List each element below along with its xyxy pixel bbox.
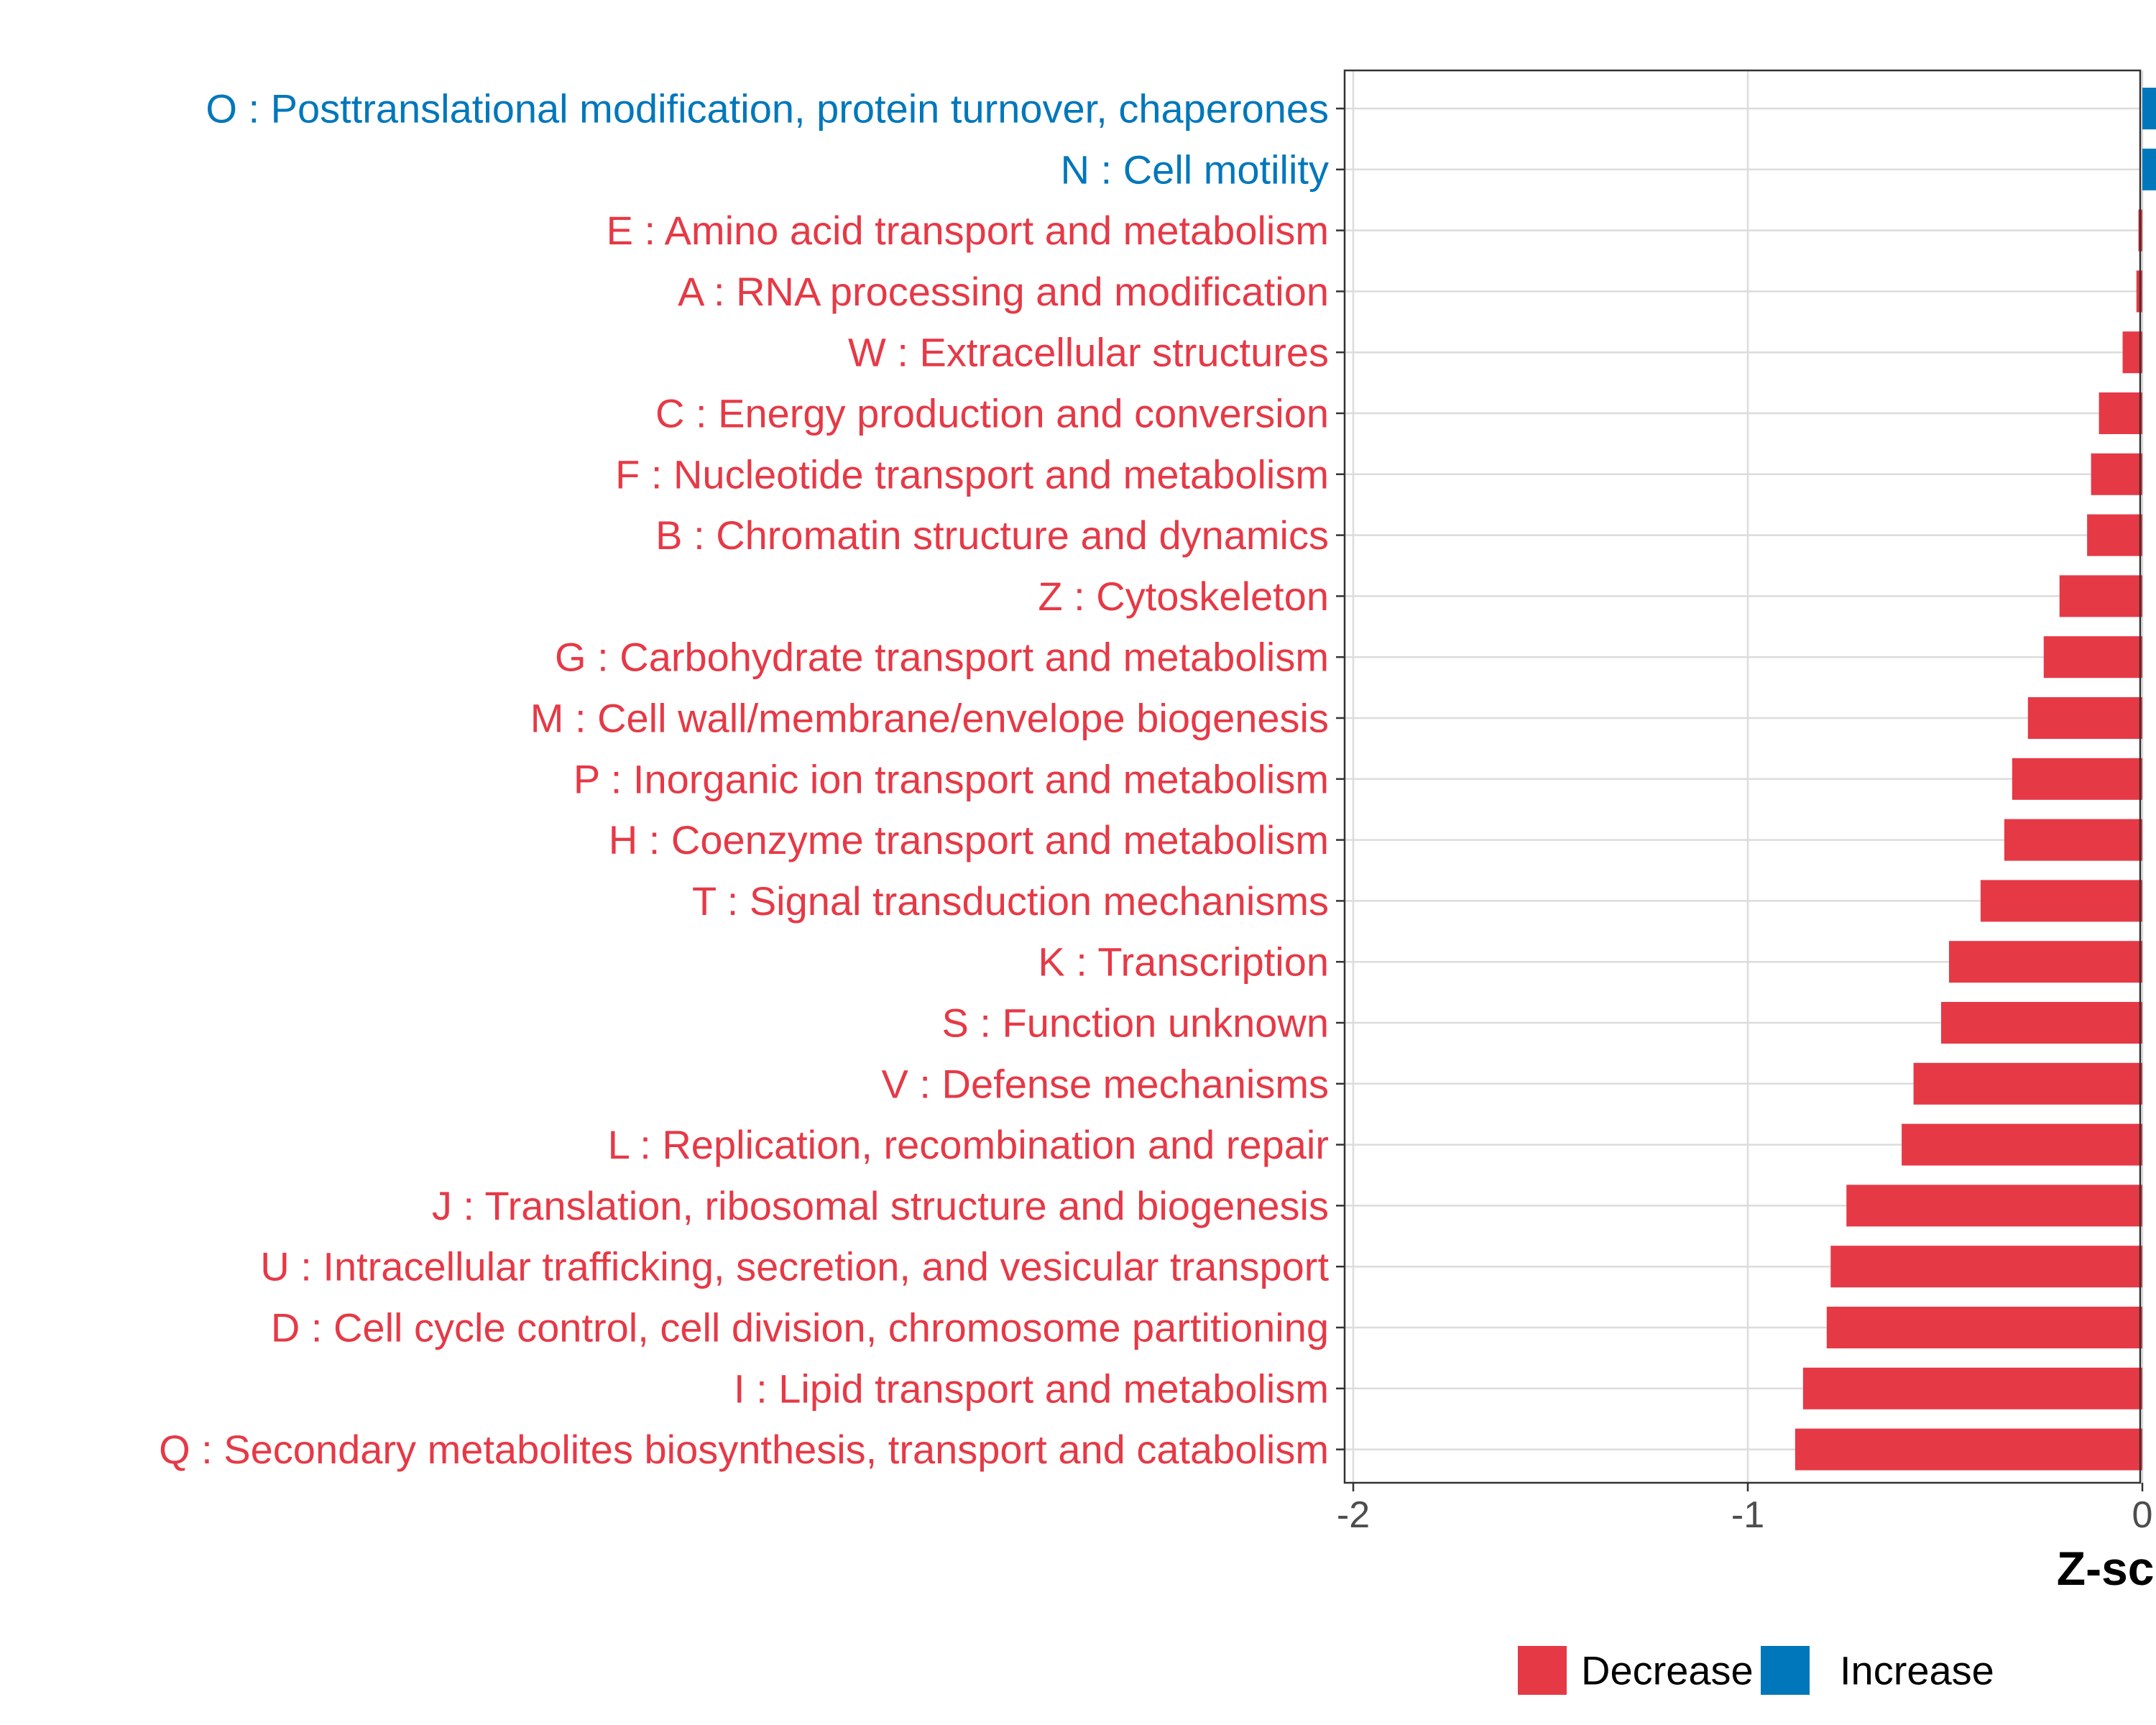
bar — [1795, 1428, 2142, 1471]
bar — [1913, 1062, 2142, 1105]
bar — [1902, 1123, 2142, 1166]
legend-key-decrease — [1518, 1646, 1567, 1695]
category-label: B : Chromatin structure and dynamics — [655, 512, 1329, 558]
category-label: L : Replication, recombination and repai… — [608, 1122, 1329, 1167]
category-label: I : Lipid transport and metabolism — [734, 1366, 1329, 1411]
category-label: H : Coenzyme transport and metabolism — [609, 817, 1329, 862]
bar — [2142, 88, 2156, 129]
bar — [2091, 453, 2142, 495]
category-label: Q : Secondary metabolites biosynthesis, … — [159, 1427, 1329, 1472]
bar — [2122, 331, 2142, 374]
bar — [1830, 1246, 2142, 1288]
category-label: G : Carbohydrate transport and metabolis… — [555, 635, 1329, 680]
category-label: D : Cell cycle control, cell division, c… — [271, 1305, 1329, 1351]
bar — [1941, 1002, 2142, 1044]
category-label: W : Extracellular structures — [848, 330, 1329, 375]
bar — [1826, 1307, 2142, 1348]
bar — [1802, 1367, 2142, 1409]
bar — [2142, 148, 2156, 190]
x-axis-ticks: -2-1012 — [1337, 1483, 2153, 1536]
y-axis-ticks: O : Posttranslational modification, prot… — [159, 86, 1345, 1472]
bar — [1948, 941, 2142, 983]
x-tick-label: -2 — [1337, 1494, 1370, 1536]
legend-label-increase: Increase — [1840, 1648, 1994, 1693]
category-label: K : Transcription — [1038, 939, 1329, 985]
panel-border — [1343, 69, 2142, 1484]
category-label: U : Intracellular trafficking, secretion… — [260, 1244, 1329, 1289]
x-axis-title: Z-score — [2057, 1542, 2156, 1595]
bar — [2043, 636, 2142, 678]
legend: Decrease Increase — [1518, 1646, 1994, 1695]
bars — [1795, 88, 2156, 1471]
legend-label-decrease: Decrease — [1581, 1648, 1754, 1693]
category-label: T : Signal transduction mechanisms — [692, 878, 1329, 924]
category-label: Z : Cytoskeleton — [1038, 574, 1329, 619]
bar — [1980, 880, 2142, 922]
category-label: S : Function unknown — [941, 1000, 1329, 1046]
category-label: A : RNA processing and modification — [678, 269, 1329, 314]
category-label: M : Cell wall/membrane/envelope biogenes… — [530, 696, 1329, 741]
category-label: F : Nucleotide transport and metabolism — [615, 451, 1329, 497]
category-label: V : Defense mechanisms — [882, 1061, 1329, 1106]
bar — [1846, 1184, 2142, 1227]
bar — [2087, 514, 2142, 556]
category-label: J : Translation, ribosomal structure and… — [432, 1183, 1329, 1228]
bar — [2027, 697, 2142, 739]
bar — [2012, 758, 2142, 800]
bar — [2004, 819, 2142, 861]
x-tick-label: -1 — [1731, 1494, 1764, 1536]
category-label: O : Posttranslational modification, prot… — [206, 86, 1329, 132]
category-label: E : Amino acid transport and metabolism — [607, 208, 1329, 253]
category-label: N : Cell motility — [1061, 147, 1329, 192]
category-label: P : Inorganic ion transport and metaboli… — [573, 756, 1329, 801]
x-tick-label: 0 — [2132, 1494, 2153, 1536]
bar — [2059, 575, 2142, 617]
bar — [2099, 392, 2142, 434]
legend-key-increase — [1761, 1646, 1810, 1695]
category-label: C : Energy production and conversion — [655, 391, 1329, 436]
